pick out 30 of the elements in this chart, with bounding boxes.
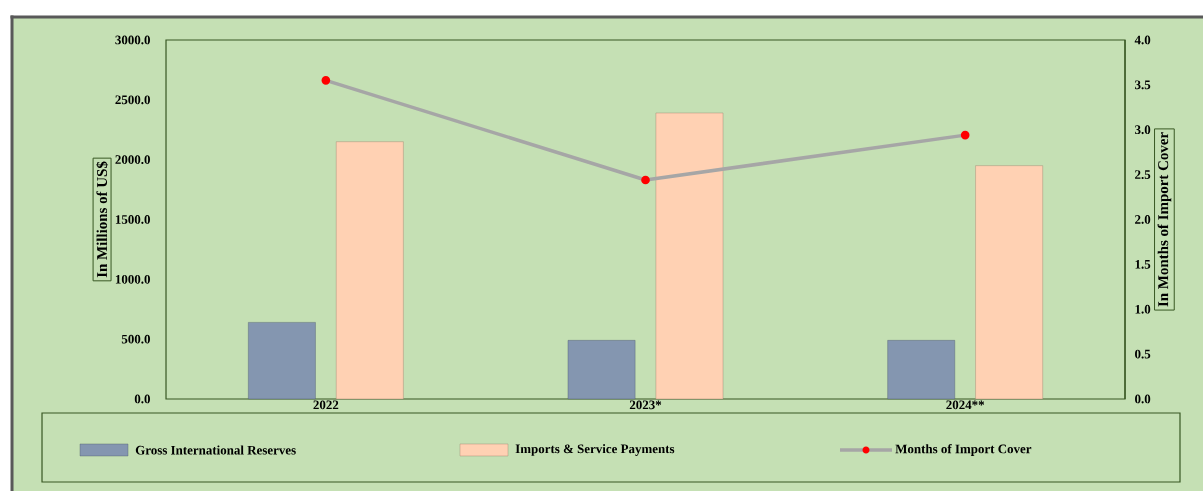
y2-tick-label: 4.0 bbox=[1134, 35, 1151, 45]
y2-tick-label: 0.0 bbox=[1135, 394, 1151, 404]
y2-tick-label: 3.5 bbox=[1135, 80, 1151, 90]
bar bbox=[567, 340, 636, 400]
y2-tick-label: 2.5 bbox=[1135, 170, 1151, 179]
y-tick-label: 1000.0 bbox=[115, 274, 150, 284]
y2-axis-title: In Months of Import Cover bbox=[1157, 132, 1172, 307]
x-tick-label: 2023* bbox=[629, 400, 662, 410]
y2-tick-label: 2.0 bbox=[1135, 215, 1151, 224]
y-tick-label: 1500.0 bbox=[115, 215, 150, 224]
y-tick-label: 2000.0 bbox=[115, 155, 150, 165]
x-tick-label: 2022 bbox=[313, 400, 339, 410]
bar bbox=[975, 165, 1043, 400]
y2-tick-label: 3.0 bbox=[1135, 125, 1151, 135]
y2-tick-label: 0.5 bbox=[1135, 349, 1151, 359]
y-tick-label: 2500.0 bbox=[115, 95, 150, 105]
legend-label: Gross International Reserves bbox=[135, 445, 296, 455]
y-tick-label: 3000.0 bbox=[115, 35, 150, 45]
y-tick-label: 500.0 bbox=[121, 334, 150, 344]
y2-tick-label: 1.5 bbox=[1135, 260, 1151, 269]
y2-tick-label: 1.0 bbox=[1135, 304, 1151, 314]
bar bbox=[887, 340, 955, 400]
bar bbox=[655, 112, 724, 400]
bar bbox=[336, 141, 404, 400]
y-axis-title: In Millions of US$ bbox=[96, 161, 109, 278]
legend-label: Months of Import Cover bbox=[895, 444, 1032, 456]
y-tick-label: 0.0 bbox=[134, 394, 150, 404]
legend-label: Imports & Service Payments bbox=[515, 444, 675, 456]
x-tick-label: 2024** bbox=[946, 400, 985, 410]
bar bbox=[248, 322, 316, 400]
